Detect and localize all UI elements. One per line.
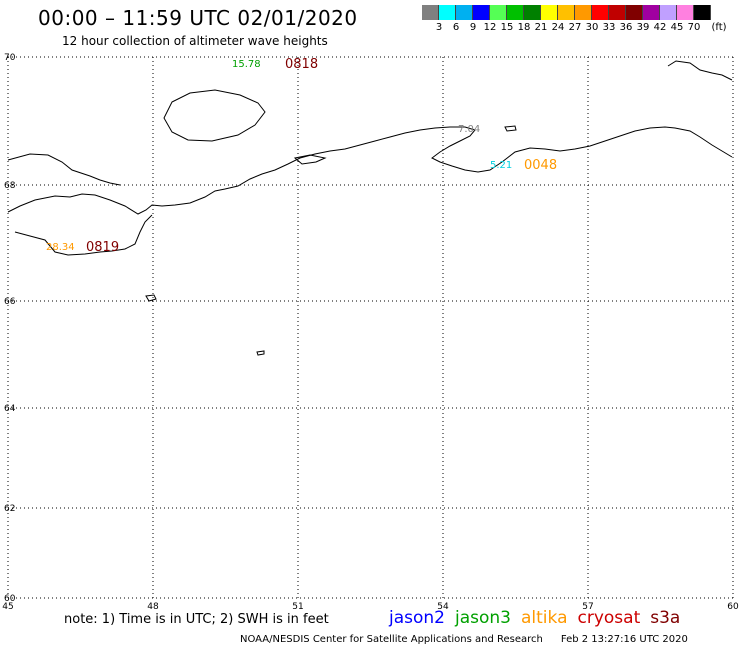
time-label: 0819 — [86, 240, 119, 255]
track-labels: 15.78 0818 7.04 5.21 0048 28.34 0819 — [46, 57, 557, 255]
legend-swatch — [677, 5, 694, 20]
color-legend: 3 6 9 12 15 18 21 24 27 30 33 36 39 42 45 70 (ft) — [422, 5, 727, 34]
legend-label: 9 — [469, 22, 477, 33]
coastline-northeast — [667, 60, 733, 81]
legend-swatch — [490, 5, 507, 20]
swh-label: 28.34 — [46, 242, 75, 253]
legend-label: 15 — [500, 22, 514, 33]
island-kolguev — [163, 89, 266, 142]
legend-label: 30 — [585, 22, 599, 33]
legend-label: 70 — [687, 22, 701, 33]
legend-unit: (ft) — [711, 22, 727, 33]
page-subtitle: 12 hour collection of altimeter wave hei… — [62, 34, 328, 48]
swh-label: 5.21 — [490, 160, 512, 171]
legend-label: 27 — [568, 22, 582, 33]
lat-tick-label: 70 — [4, 53, 16, 63]
coastline-left — [7, 153, 121, 186]
lat-tick-label: 62 — [4, 504, 15, 514]
swh-label: 15.78 — [232, 59, 261, 70]
legend-swatches — [422, 5, 711, 20]
lon-tick-label: 45 — [2, 602, 13, 612]
lat-tick-label: 64 — [4, 404, 16, 414]
coastline-south — [14, 214, 153, 256]
legend-label: 12 — [483, 22, 497, 33]
legend-swatch — [524, 5, 541, 20]
legend-swatch — [507, 5, 524, 20]
mission-cryosat: cryosat — [577, 608, 641, 628]
lat-tick-label: 68 — [4, 181, 16, 191]
mission-altika: altika — [521, 608, 568, 628]
mission-jason2: jason2 — [389, 608, 445, 628]
legend-swatch — [660, 5, 677, 20]
credit-line: NOAA/NESDIS Center for Satellite Applica… — [240, 634, 688, 645]
legend-label: 45 — [670, 22, 684, 33]
legend-swatch — [541, 5, 558, 20]
legend-label: 33 — [602, 22, 616, 33]
swh-label: 7.04 — [458, 124, 480, 135]
lon-tick-label: 54 — [437, 602, 449, 612]
legend-label: 3 — [435, 22, 443, 33]
legend-swatch — [643, 5, 660, 20]
island-small-3 — [504, 125, 517, 132]
lat-tick-label: 60 — [4, 594, 16, 604]
legend-swatch — [422, 5, 439, 20]
legend-label: 42 — [653, 22, 667, 33]
legend-swatch — [626, 5, 643, 20]
coastline-inlet — [293, 154, 327, 165]
legend-labels: 3 6 9 12 15 18 21 24 27 30 33 36 39 42 45 70 (ft) — [422, 20, 727, 34]
legend-label: 18 — [517, 22, 531, 33]
legend-swatch — [694, 5, 711, 20]
lon-tick-label: 51 — [292, 602, 303, 612]
mission-s3a: s3a — [650, 608, 681, 628]
legend-label: 39 — [636, 22, 650, 33]
legend-label: 21 — [534, 22, 548, 33]
mission-jason3: jason3 — [455, 608, 511, 628]
legend-swatch — [456, 5, 473, 20]
legend-swatch — [439, 5, 456, 20]
lon-tick-label: 60 — [727, 602, 739, 612]
legend-label: 24 — [551, 22, 565, 33]
island-small-2 — [256, 350, 265, 356]
lon-tick-label: 48 — [147, 602, 159, 612]
legend-swatch — [473, 5, 490, 20]
mission-legend: jason2 jason3 altika cryosat s3a — [389, 608, 690, 628]
axis-tick-labels: 45 48 51 54 57 60 70 68 66 64 62 60 — [2, 53, 739, 612]
coastline — [7, 60, 733, 356]
credit-text: NOAA/NESDIS Center for Satellite Applica… — [240, 634, 543, 645]
time-label: 0818 — [285, 57, 318, 72]
page-title: 00:00 – 11:59 UTC 02/01/2020 — [38, 6, 358, 30]
lon-tick-label: 57 — [582, 602, 593, 612]
lat-tick-label: 66 — [4, 297, 16, 307]
island-small-1 — [145, 294, 157, 302]
legend-swatch — [558, 5, 575, 20]
legend-swatch — [592, 5, 609, 20]
footer-note: note: 1) Time is in UTC; 2) SWH is in fe… — [64, 612, 329, 627]
time-label: 0048 — [524, 158, 557, 173]
legend-swatch — [575, 5, 592, 20]
legend-label: 36 — [619, 22, 633, 33]
legend-swatch — [609, 5, 626, 20]
generated-timestamp: Feb 2 13:27:16 UTC 2020 — [560, 634, 688, 645]
coastline-main — [7, 126, 733, 215]
legend-label: 6 — [452, 22, 460, 33]
map-gridlines — [7, 56, 734, 599]
